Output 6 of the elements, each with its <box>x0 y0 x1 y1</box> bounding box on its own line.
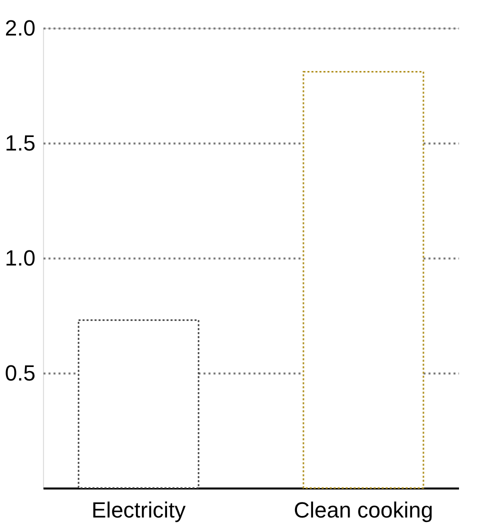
x-tick-label: Electricity <box>92 498 186 522</box>
x-tick-label: Clean cooking <box>294 498 434 522</box>
y-tick-label: 1.0 <box>4 246 36 270</box>
y-tick-label: 1.5 <box>4 130 36 156</box>
y-tick-label: 0.5 <box>4 360 36 386</box>
y-tick-label: 2.0 <box>4 16 36 40</box>
